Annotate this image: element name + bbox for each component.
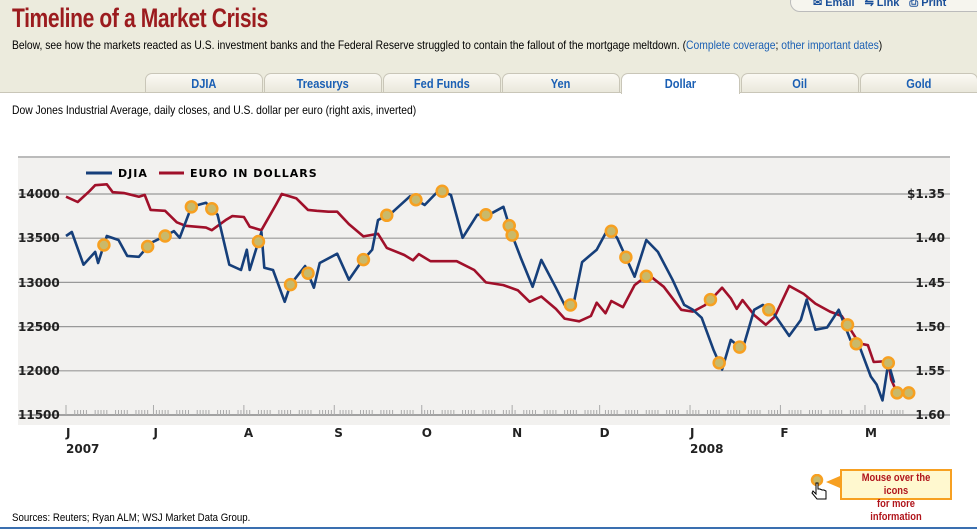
month-label: O xyxy=(422,426,432,440)
link-label: Link xyxy=(876,0,900,9)
tab-treasurys[interactable]: Treasurys xyxy=(264,73,382,93)
print-button[interactable]: ⎙ Print xyxy=(909,0,946,9)
event-marker-icon[interactable] xyxy=(409,192,423,207)
chart-description: Dow Jones Industrial Average, daily clos… xyxy=(12,103,417,117)
month-label: S xyxy=(334,426,343,440)
event-marker-icon[interactable] xyxy=(301,266,315,281)
tab-fed-funds[interactable]: Fed Funds xyxy=(383,73,501,93)
separator: ; xyxy=(775,38,782,52)
right-tick-label: 1.55 xyxy=(915,364,945,378)
event-marker-icon[interactable] xyxy=(732,340,747,354)
month-label: M xyxy=(865,426,877,440)
legend: DJIA EURO IN DOLLARS xyxy=(86,167,318,180)
year-label: 2007 xyxy=(66,442,99,456)
event-marker-icon[interactable] xyxy=(158,229,172,243)
hint-callout: Mouse over the icons for more informatio… xyxy=(840,469,952,523)
envelope-icon: ✉ xyxy=(813,0,823,9)
share-tools: ✉ Email ⇋ Link ⎙ Print xyxy=(790,0,977,12)
event-marker-icon[interactable] xyxy=(712,356,726,370)
event-marker-icon[interactable] xyxy=(251,234,266,249)
month-label: F xyxy=(780,426,788,440)
tab-gold[interactable]: Gold xyxy=(860,73,977,93)
chart-panel xyxy=(18,157,950,425)
close-paren: ) xyxy=(878,38,883,52)
tab-yen[interactable]: Yen xyxy=(502,73,620,93)
event-marker-icon[interactable] xyxy=(283,277,298,292)
event-marker-icon[interactable] xyxy=(881,356,896,370)
subtitle-text: Below, see how the markets reacted as U.… xyxy=(12,38,687,52)
left-tick-label: 12500 xyxy=(18,320,60,334)
print-label: Print xyxy=(921,0,947,9)
event-marker-icon[interactable] xyxy=(890,386,904,400)
callout-arrow xyxy=(826,476,840,488)
left-tick-label: 14000 xyxy=(18,187,60,201)
event-marker-icon[interactable] xyxy=(479,208,493,222)
complete-coverage-link[interactable]: Complete coverage xyxy=(686,38,776,52)
page-title: Timeline of a Market Crisis xyxy=(12,3,268,33)
bottom-rule xyxy=(0,527,977,529)
right-tick-label: 1.60 xyxy=(915,408,945,422)
event-marker-icon[interactable] xyxy=(380,208,394,223)
link-icon: ⇋ xyxy=(864,0,874,9)
month-label: A xyxy=(244,426,254,440)
page-subtitle: Below, see how the markets reacted as U.… xyxy=(12,38,882,52)
event-marker-icon[interactable] xyxy=(604,224,619,239)
euro-line xyxy=(65,183,899,394)
sources-note: Sources: Reuters; Ryan ALM; WSJ Market D… xyxy=(12,512,251,524)
tab-dollar[interactable]: Dollar xyxy=(621,73,740,94)
event-marker-icon[interactable] xyxy=(619,250,633,264)
right-tick-label: 1.40 xyxy=(915,231,945,245)
event-marker-icon[interactable] xyxy=(435,184,449,198)
event-marker-icon[interactable] xyxy=(840,318,855,332)
email-label: Email xyxy=(825,0,855,9)
event-marker-icon[interactable] xyxy=(140,239,155,254)
tab-oil[interactable]: Oil xyxy=(741,73,859,93)
month-label: N xyxy=(512,426,522,440)
event-marker-icon[interactable] xyxy=(703,292,718,307)
event-marker-icon[interactable] xyxy=(901,386,916,400)
month-label: D xyxy=(600,426,610,440)
email-button[interactable]: ✉ Email xyxy=(813,0,855,9)
right-tick-label: $1.35 xyxy=(907,187,945,201)
left-tick-label: 13500 xyxy=(18,231,60,245)
link-button[interactable]: ⇋ Link xyxy=(865,0,900,9)
right-tick-label: 1.45 xyxy=(915,276,945,290)
left-tick-label: 11500 xyxy=(18,408,60,422)
tab-divider xyxy=(0,92,977,93)
event-marker-icon[interactable] xyxy=(97,238,111,252)
month-label: J xyxy=(689,426,694,440)
other-dates-link[interactable]: other important dates xyxy=(781,38,879,52)
month-label: J xyxy=(65,426,70,440)
left-tick-label: 12000 xyxy=(18,364,60,378)
event-marker-icon[interactable] xyxy=(356,252,371,267)
left-tick-label: 13000 xyxy=(18,276,60,290)
event-marker-icon[interactable] xyxy=(563,298,578,312)
event-marker-icon[interactable] xyxy=(639,269,654,283)
event-marker-icon[interactable] xyxy=(184,200,199,214)
month-label: J xyxy=(152,426,157,440)
legend-euro-label: EURO IN DOLLARS xyxy=(190,167,318,180)
event-marker-icon[interactable] xyxy=(205,202,219,216)
legend-djia-label: DJIA xyxy=(118,167,148,180)
hand-cursor-icon xyxy=(810,474,827,500)
event-marker-icon[interactable] xyxy=(849,336,863,351)
chart: DJIA EURO IN DOLLARS 14000 13500 13000 1… xyxy=(18,156,950,456)
page-header: Timeline of a Market Crisis Below, see h… xyxy=(0,0,977,93)
right-tick-label: 1.50 xyxy=(915,320,945,334)
event-marker-icon[interactable] xyxy=(762,303,776,317)
year-label: 2008 xyxy=(690,442,723,456)
printer-icon: ⎙ xyxy=(909,0,919,9)
tab-djia[interactable]: DJIA xyxy=(145,73,263,93)
event-marker-icon[interactable] xyxy=(505,228,519,242)
